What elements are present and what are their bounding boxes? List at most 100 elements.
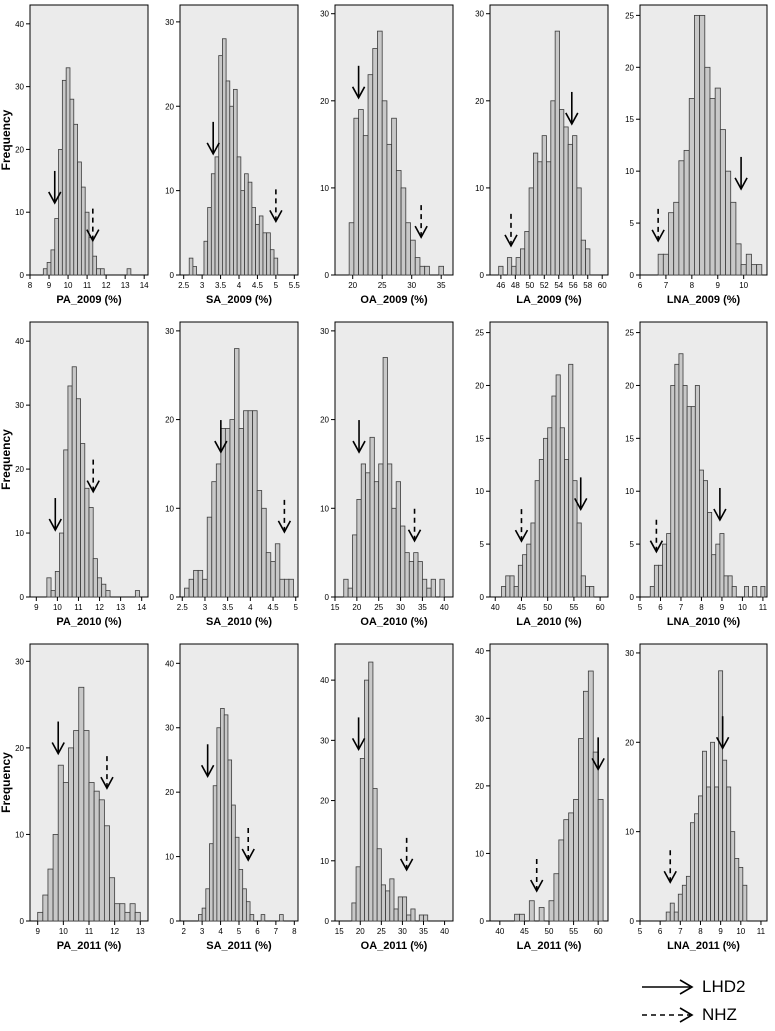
nhz-arrow [100,756,114,790]
x-tick-label: 7 [274,927,279,936]
x-tick-label: 9 [718,927,723,936]
x-tick-label: 5 [638,927,643,936]
histogram-bar [378,463,384,598]
histogram-bar [405,222,411,276]
histogram-bar [520,248,526,276]
y-tick-label: 30 [475,714,484,723]
y-tick-label: 15 [625,434,634,443]
y-tick-label: 15 [475,434,484,443]
lhd2-arrow [713,487,727,522]
histogram-bar [430,578,436,598]
histogram-bar [61,79,67,276]
histogram-bar [360,463,366,598]
histogram-bar [699,14,706,276]
histogram-bar [274,543,281,598]
y-tick-label: 0 [630,271,635,280]
x-tick-label: 13 [136,927,145,936]
histogram-bar [689,822,695,922]
x-tick-label: 3 [203,603,208,612]
histogram-bar [42,894,49,922]
nhz-arrow [277,499,292,534]
x-tick-label: 9 [720,603,725,612]
histogram-bar [744,586,749,598]
histogram-bar [387,463,393,598]
x-axis-label: PA_2009 (%) [56,294,122,306]
lhd2-arrow [591,737,605,772]
histogram-bar [731,586,737,598]
x-tick-label: 6 [658,927,663,936]
dashed-arrow-icon [642,1007,694,1023]
nhz-arrow [530,858,544,893]
x-tick-label: 30 [396,603,405,612]
histogram-bar [572,135,578,276]
histogram-bar [198,914,203,922]
histogram-bar [391,507,397,598]
histogram-bar [50,590,56,598]
histogram-bar [184,587,190,598]
histogram-bar [702,750,707,922]
histogram-bar [80,443,86,598]
histogram-bar [657,253,664,276]
histogram-bar [576,187,582,276]
x-tick-label: 12 [95,603,104,612]
y-tick-label: 30 [320,327,329,336]
histogram-bar [343,578,349,598]
histogram-bar [730,831,736,922]
x-tick-label: 10 [64,281,73,290]
histogram-bar [742,884,748,922]
histogram-panel: 0 10 20 30 46 48 50 52 54 56 58 60 LA_2009 (%) [475,4,609,306]
histogram-bar [534,480,540,598]
histogram-bar [678,160,685,276]
histogram-bar [404,552,410,598]
x-tick-label: 52 [540,281,549,290]
x-tick-label: 3.5 [215,281,227,290]
histogram-bar [414,257,421,276]
y-tick-label: 10 [15,830,24,839]
x-axis-label: SA_2010 (%) [206,616,272,628]
histogram-bar [372,788,378,922]
histogram-bar [694,14,701,276]
histogram-panel: 0 5 10 15 20 25 40 45 50 55 60 LA_2010 (%) [475,321,609,628]
x-tick-label: 12 [110,927,119,936]
histogram-bar [424,265,430,276]
histogram-bar [71,366,77,598]
histogram-bar [201,907,207,922]
histogram-bar [725,170,732,276]
histogram-panel: 0 10 20 30 20 25 30 35 OA_2009 (%) [320,4,454,306]
histogram-bar [80,186,86,276]
histogram-panel: 0 10 20 30 2.5 3 3.5 4 4.5 5 5.5 SA_2009 (%) [165,4,300,306]
histogram-bar [385,890,391,922]
histogram-bar [210,173,216,276]
histogram-bar [410,908,416,922]
x-tick-label: 7 [678,927,683,936]
histogram-bar [706,786,711,922]
y-tick-label: 20 [320,97,329,106]
histogram-bar [543,437,549,598]
histogram-bar [576,522,582,598]
histogram-bar [134,911,141,922]
histogram-bar [537,161,543,276]
x-tick-label: 11 [83,281,92,290]
histogram-bar [202,578,208,598]
histogram-bar [229,105,234,276]
y-tick-label: 0 [325,271,330,280]
histogram-bar [699,469,704,598]
histogram-bar [134,590,140,598]
histogram-bar [585,586,591,598]
histogram-bar [711,554,717,598]
histogram-bar [57,764,64,922]
histogram-bar [438,265,444,276]
histogram-bar [105,590,111,598]
histogram-bar [718,670,724,922]
histogram-bar [677,893,683,922]
histogram-panel: 0 5 10 15 20 25 6 7 8 9 10 LNA_2009 (%) [625,4,768,306]
x-tick-label: 20 [348,281,357,290]
histogram-bar [673,201,680,276]
histogram-bar [380,884,386,922]
x-tick-label: 6 [255,927,260,936]
x-tick-label: 13 [121,281,130,290]
y-tick-label: 40 [320,676,329,685]
histogram-bar [546,161,552,276]
lhd2-arrow [351,65,366,100]
histogram-bar [255,223,260,276]
